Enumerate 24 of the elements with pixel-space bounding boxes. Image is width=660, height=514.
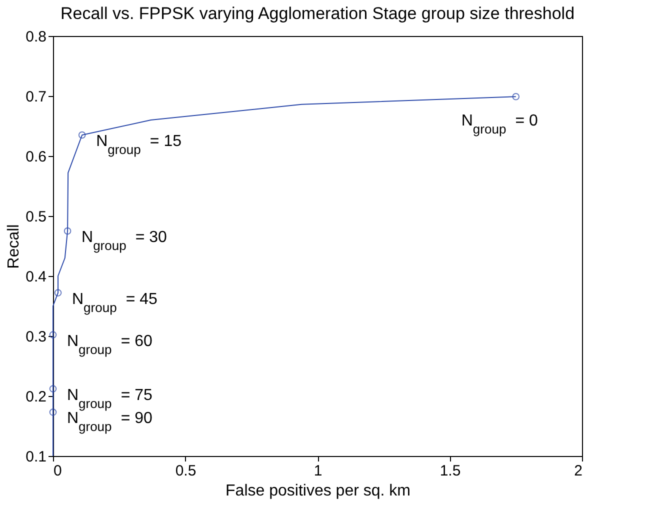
point (54, 289, 62, 296)
x-tick-label: 0 (54, 462, 62, 480)
x-tick-label: 0.5 (175, 462, 196, 480)
y-tick-label: 0.6 (26, 148, 46, 166)
y-tick-label: 0.5 (26, 208, 46, 226)
x-tick-label: 1 (314, 462, 322, 480)
y-tick-label: 0.1 (26, 448, 46, 466)
chart-title: Recall vs. FPPSK varying Agglomeration Stage group size threshold (60, 4, 575, 23)
x-tick-label: 2 (574, 462, 582, 480)
y-axis-title: Recall (6, 224, 23, 269)
y-tick-label: 0.4 (26, 268, 46, 286)
point (49, 408, 57, 416)
point (78, 131, 86, 139)
y-tick-label: 0.3 (26, 328, 46, 346)
line-series (52, 96, 516, 456)
x-axis-title: False positives per sq. km (226, 482, 410, 500)
y-tick-label: 0.2 (26, 388, 46, 406)
point (64, 227, 72, 235)
x-tick-label: 1.5 (440, 462, 461, 480)
point (49, 331, 57, 338)
y-tick-label: 0.8 (26, 28, 46, 46)
point (49, 385, 57, 392)
y-tick-label: 0.7 (26, 88, 46, 106)
point (512, 92, 520, 100)
